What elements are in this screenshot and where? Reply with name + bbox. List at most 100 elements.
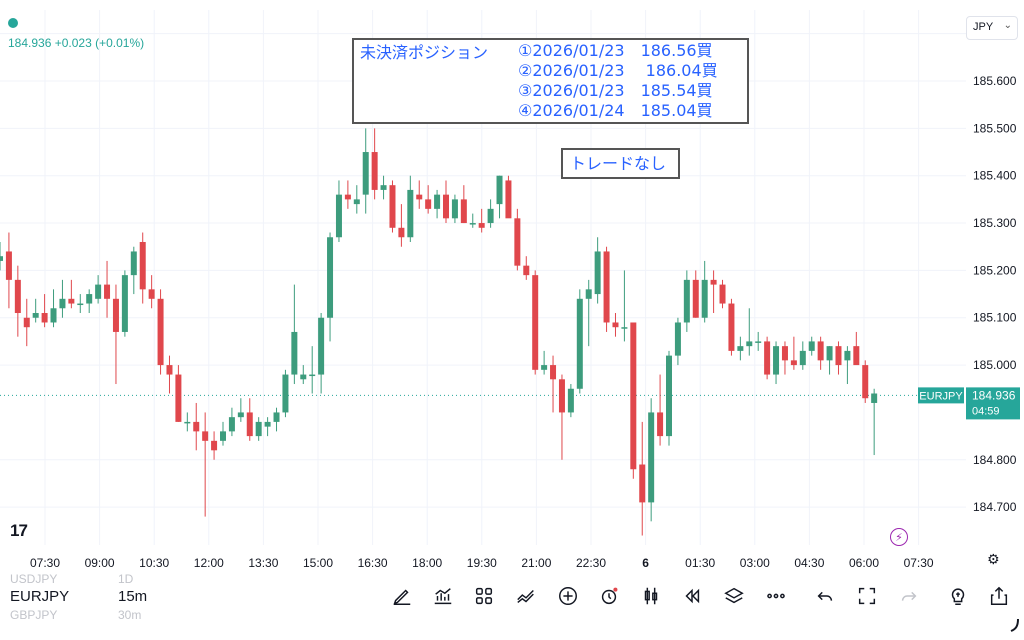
time-tick-label: 07:30 [30, 556, 60, 570]
price-tick-label: 184.700 [973, 500, 1017, 514]
currency-select[interactable]: JPY ⌄ [966, 16, 1018, 40]
candle [781, 341, 788, 375]
candle-body [862, 365, 869, 399]
indicators-icon[interactable] [427, 580, 459, 612]
candle [692, 270, 699, 318]
candle [790, 336, 797, 370]
candle [871, 388, 878, 456]
candle-body [398, 227, 405, 238]
candle-body [683, 279, 690, 323]
alert-icon[interactable] [593, 580, 625, 612]
candle [817, 336, 824, 370]
last-price-tags: EURJPY 184.936 04:59 [918, 387, 1020, 420]
open-positions-note: 未決済ポジション ①2026/01/23 186.56買 ②2026/01/23… [352, 38, 749, 124]
lightning-icon[interactable]: ⚡ [890, 528, 908, 546]
candle [264, 417, 271, 437]
share-icon[interactable] [983, 580, 1015, 612]
templates-icon[interactable] [468, 580, 500, 612]
candle-body [264, 421, 271, 427]
candle [309, 346, 316, 394]
candle [220, 421, 226, 446]
candle-body [567, 388, 574, 413]
candle [77, 294, 84, 314]
candle-body [104, 284, 111, 299]
candle [460, 185, 467, 224]
candle-body [853, 346, 860, 366]
candle [541, 350, 548, 375]
candle [701, 260, 708, 323]
last-price-symbol-tag [918, 387, 964, 404]
fullscreen-icon[interactable] [851, 580, 883, 612]
candle [532, 270, 539, 375]
candle [202, 412, 209, 517]
undo-icon[interactable] [809, 580, 841, 612]
candle-body [612, 322, 619, 328]
replay-icon[interactable] [676, 580, 708, 612]
candle [228, 407, 235, 437]
candle [808, 336, 815, 356]
candle [148, 275, 155, 309]
candle [41, 294, 48, 328]
pen-icon[interactable] [386, 580, 418, 612]
candle-body [826, 346, 833, 361]
candle-body [657, 412, 664, 437]
candle-body [380, 185, 387, 190]
candle [371, 128, 378, 200]
candle [416, 180, 423, 209]
candle [505, 175, 512, 219]
candle-body [32, 313, 39, 318]
time-tick-label: 07:30 [904, 556, 934, 570]
candle-body [77, 303, 84, 306]
candle [469, 213, 476, 228]
candle [335, 180, 342, 242]
candle-body [523, 265, 530, 276]
candle-body [318, 317, 325, 375]
price-tick-label: 185.100 [973, 311, 1017, 325]
candle [166, 355, 173, 394]
gear-icon[interactable]: ⚙ [987, 552, 1000, 568]
candle-body [460, 199, 467, 224]
candle-body [121, 275, 128, 332]
next-symbol: GBPJPY [10, 608, 58, 622]
interval-value[interactable]: 15m [118, 588, 148, 605]
candle [523, 256, 530, 280]
candle-body [746, 341, 753, 347]
candle-body [139, 241, 146, 290]
candle [398, 204, 405, 247]
candle-body [558, 379, 565, 413]
compare-icon[interactable] [510, 580, 542, 612]
last-price-tag [966, 387, 1020, 420]
candle [50, 289, 57, 328]
candle [648, 398, 655, 522]
candle [255, 417, 262, 441]
candle-body [300, 374, 307, 380]
time-tick-label: 15:00 [303, 556, 333, 570]
candle [746, 308, 753, 356]
candle-body [14, 279, 21, 314]
next-interval: 30m [118, 608, 142, 622]
candle-body [790, 360, 797, 366]
more-icon[interactable] [760, 580, 792, 612]
bar-style-icon[interactable] [635, 580, 667, 612]
redo-icon[interactable] [893, 580, 925, 612]
add-icon[interactable] [552, 580, 584, 612]
layers-icon[interactable] [718, 580, 750, 612]
candle-body [443, 194, 449, 219]
candle-body [487, 208, 494, 224]
candle [104, 260, 111, 318]
candle-body [764, 341, 771, 375]
ideas-icon[interactable] [942, 580, 974, 612]
position-row: ①2026/01/23 186.56買 [518, 41, 713, 60]
candle-body [291, 331, 298, 375]
candle [639, 421, 646, 536]
symbol-name[interactable]: EURJPY [10, 588, 70, 605]
symbol-picker[interactable]: USDJPY 1D EURJPY 15m GBPJPY 30m [0, 572, 380, 640]
candle-body [148, 289, 155, 299]
candle-body [505, 180, 512, 219]
candle-body [273, 412, 280, 422]
candle-body [808, 341, 815, 351]
candle-body [425, 199, 432, 209]
candle [380, 175, 387, 200]
time-axis: 07:30 09:00 10:30 12:00 13:30 15:00 16:30 18:00… [30, 556, 934, 570]
